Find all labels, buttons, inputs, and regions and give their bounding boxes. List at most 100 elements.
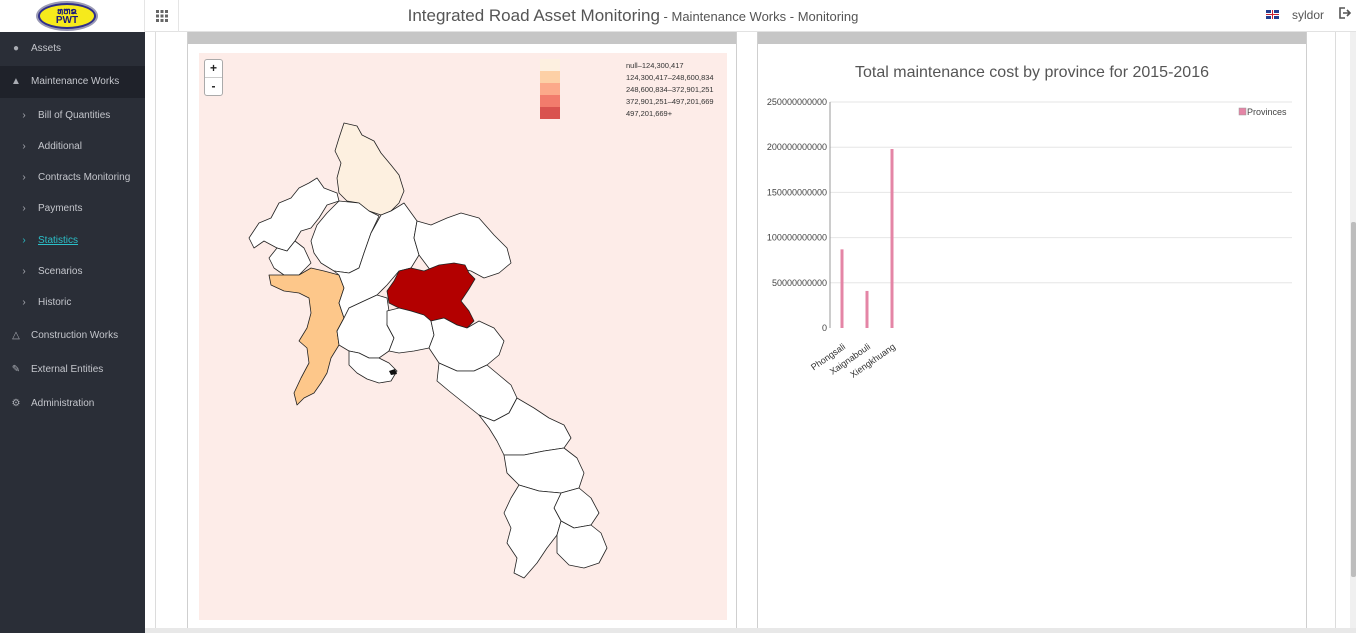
chevron-right-icon: ›: [22, 266, 26, 277]
sidebar-item-maintenance-works[interactable]: ▲ Maintenance Works: [0, 66, 145, 98]
province-houaphan: [413, 212, 512, 279]
chevron-right-icon: ›: [22, 141, 26, 152]
chevron-right-icon: ›: [22, 203, 26, 214]
province-attapeu: [556, 520, 608, 569]
legend-label: 497,201,669+: [626, 109, 673, 118]
app-title: Integrated Road Asset Monitoring: [407, 6, 660, 25]
breadcrumb: - Maintenance Works - Monitoring: [659, 9, 859, 24]
bar-chart: 0 50000000000 100000000000 150000000000 2000…: [767, 97, 1292, 380]
legend-swatch: [1238, 107, 1247, 116]
sidebar-item-label: Additional: [38, 141, 82, 152]
y-tick-label: 0: [822, 323, 827, 333]
province-marker: [389, 369, 397, 375]
y-tick-label: 100000000000: [767, 233, 827, 243]
bar: [865, 290, 869, 328]
sidebar-item-label: Maintenance Works: [31, 76, 120, 87]
province-xiengkhuang: [386, 262, 476, 329]
logo-top-text: ທຫຂ: [57, 6, 77, 16]
y-tick-label: 200000000000: [767, 142, 827, 152]
chevron-right-icon: ›: [22, 297, 26, 308]
sidebar: ● Assets ▲ Maintenance Works › Bill of Q…: [0, 32, 145, 633]
horizontal-scrollbar[interactable]: [145, 628, 1356, 633]
sidebar-item-bill-of-quantities[interactable]: › Bill of Quantities: [0, 100, 145, 132]
map-panel-header: [188, 32, 736, 44]
sidebar-item-administration[interactable]: ⚙ Administration: [0, 388, 145, 420]
legend-swatch: [540, 83, 560, 95]
legend-label: 124,300,417–248,600,834: [626, 73, 714, 82]
province-bolikhamxai: [428, 317, 505, 372]
top-bar: ທຫຂ PWT Integrated Road Asset Monitoring…: [0, 0, 1356, 32]
sidebar-item-label: External Entities: [31, 364, 104, 375]
sidebar-item-label: Payments: [38, 203, 83, 214]
sidebar-item-label: Administration: [31, 398, 95, 409]
content-divider: [155, 32, 156, 633]
zoom-control: + -: [204, 59, 223, 96]
scrollbar[interactable]: [1350, 32, 1356, 633]
wrench-icon: ✎: [11, 364, 21, 375]
chevron-right-icon: ›: [22, 235, 26, 246]
grid-icon: [155, 10, 168, 22]
sidebar-item-contracts-monitoring[interactable]: › Contracts Monitoring: [0, 162, 145, 194]
sidebar-item-construction-works[interactable]: △ Construction Works: [0, 320, 145, 352]
sidebar-item-additional[interactable]: › Additional: [0, 131, 145, 163]
chart-title: Total maintenance cost by province for 2…: [855, 64, 1209, 81]
sidebar-item-payments[interactable]: › Payments: [0, 193, 145, 225]
legend-swatch: [540, 107, 560, 119]
logo-bottom-text: PWT: [55, 15, 79, 26]
province-bokeo: [268, 240, 312, 276]
logout-button[interactable]: [1338, 7, 1352, 22]
sidebar-item-label: Scenarios: [38, 266, 83, 277]
sidebar-item-label: Bill of Quantities: [38, 110, 111, 121]
legend-label: 372,901,251–497,201,669: [626, 97, 714, 106]
y-tick-label: 50000000000: [772, 278, 827, 288]
cog-icon: ⚙: [11, 398, 21, 409]
page-title: Integrated Road Asset Monitoring - Maint…: [0, 6, 1266, 26]
legend-swatch: [540, 95, 560, 107]
main-content: + - null–124,300,417 124,300,417–248,600…: [145, 32, 1356, 633]
chevron-right-icon: ›: [22, 172, 26, 183]
province-saravane: [503, 447, 585, 494]
zoom-out-button[interactable]: -: [211, 79, 216, 93]
legend-label: null–124,300,417: [626, 61, 684, 70]
chart-panel-header: [758, 32, 1306, 44]
uk-flag-icon[interactable]: [1266, 10, 1279, 19]
chart-panel: Total maintenance cost by province for 2…: [757, 32, 1307, 633]
map-panel: + - null–124,300,417 124,300,417–248,600…: [187, 32, 737, 633]
province-savannakhet: [478, 397, 572, 456]
grid-menu-button[interactable]: [145, 0, 179, 32]
content-divider: [1335, 32, 1336, 633]
legend-label: 248,600,834–372,901,251: [626, 85, 714, 94]
legend-swatch: [540, 71, 560, 83]
legend-label: Provinces: [1247, 107, 1287, 117]
sidebar-item-label: Construction Works: [31, 330, 119, 341]
zoom-in-button[interactable]: +: [205, 60, 222, 78]
sidebar-item-scenarios[interactable]: › Scenarios: [0, 256, 145, 288]
bar: [840, 249, 844, 328]
province-phongsali: [334, 122, 405, 216]
y-tick-label: 250000000000: [767, 97, 827, 107]
province-champasak: [503, 484, 562, 579]
map-svg: [248, 122, 608, 579]
y-tick-label: 150000000000: [767, 187, 827, 197]
logout-icon: [1339, 7, 1352, 19]
map-marker-icon: ●: [12, 43, 20, 54]
sidebar-item-label: Historic: [38, 297, 72, 308]
warning-icon: △: [12, 330, 20, 341]
sidebar-item-label: Statistics: [38, 235, 79, 246]
sidebar-item-label: Contracts Monitoring: [38, 172, 131, 183]
legend-swatch: [540, 59, 560, 71]
province-khammouan: [436, 362, 518, 422]
sidebar-item-label: Assets: [31, 43, 62, 54]
province-xaignabouli: [268, 267, 345, 406]
chevron-right-icon: ›: [22, 110, 26, 121]
scrollbar-thumb[interactable]: [1351, 222, 1356, 577]
username[interactable]: syldor: [1292, 8, 1325, 22]
sidebar-item-statistics[interactable]: › Statistics: [0, 225, 145, 257]
province-map[interactable]: + - null–124,300,417 124,300,417–248,600…: [199, 53, 727, 620]
road-icon: ▲: [11, 76, 21, 87]
sidebar-item-historic[interactable]: › Historic: [0, 287, 145, 319]
pwt-logo[interactable]: ທຫຂ PWT: [38, 3, 96, 29]
sidebar-item-external-entities[interactable]: ✎ External Entities: [0, 354, 145, 386]
logo-container[interactable]: ທຫຂ PWT: [0, 0, 145, 32]
sidebar-item-assets[interactable]: ● Assets: [0, 33, 145, 65]
